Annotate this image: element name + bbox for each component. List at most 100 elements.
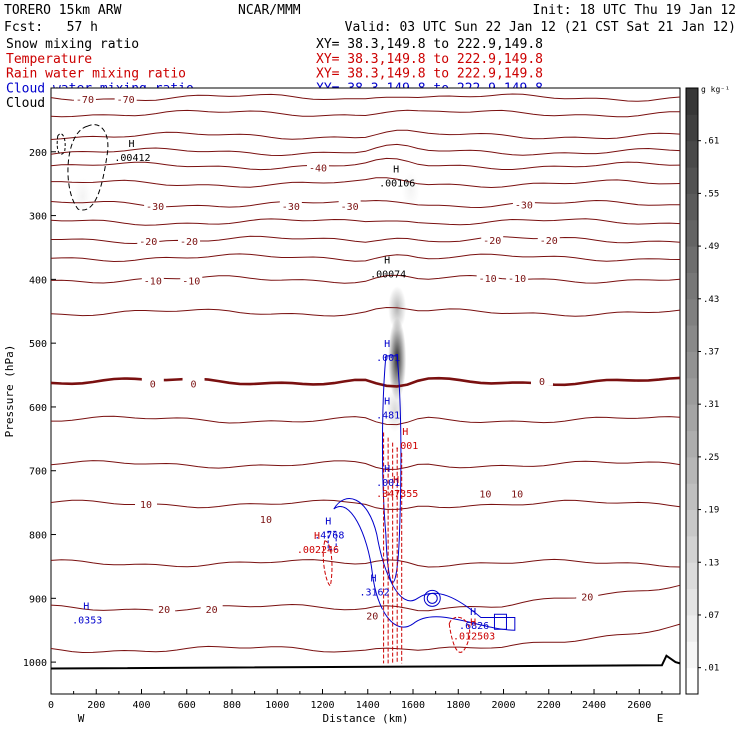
colorbar-bin-3 (686, 588, 698, 616)
max-label-4: .481 (376, 411, 400, 422)
temp-label-bg-18 (135, 497, 158, 509)
max-marker-4: H (384, 397, 390, 408)
cloud-water-box (493, 613, 507, 630)
colorbar-label-3: .19 (703, 506, 719, 516)
isotherm-m70 (50, 93, 681, 102)
center-label: NCAR/MMM (238, 3, 301, 18)
x-tick-label-8: 1600 (401, 700, 425, 711)
max-marker-0: H (128, 139, 134, 150)
isotherm-m50 (50, 129, 681, 140)
isotherm-m25 (50, 218, 681, 226)
temp-label-1: -70 (117, 95, 135, 106)
temp-label-bg-14 (506, 272, 529, 284)
colorbar-bin-17 (686, 219, 698, 247)
legend-entry-0: Snow mixing ratio (6, 37, 139, 52)
max-label-2: .00074 (370, 270, 406, 281)
model-title: TORERO 15km ARW (4, 3, 122, 18)
colorbar-label-4: .25 (703, 453, 719, 463)
temp-label-17: 0 (539, 377, 545, 388)
temp-label-15: 0 (150, 379, 156, 390)
max-marker-5: H (402, 427, 408, 438)
temp-label-2: -40 (309, 164, 327, 175)
max-marker-13: H (470, 617, 476, 628)
max-marker-12: H (470, 607, 476, 618)
max-label-0: .00412 (114, 153, 150, 164)
colorbar-bin-2 (686, 614, 698, 642)
y-tick-label-7: 900 (29, 594, 47, 605)
temp-label-21: 10 (511, 490, 523, 501)
colorbar-bin-11 (686, 377, 698, 405)
y-tick-label-0: 200 (29, 148, 47, 159)
x-tick-label-3: 600 (178, 700, 196, 711)
x-tick-label-13: 2600 (627, 700, 651, 711)
temp-label-4: -30 (282, 202, 300, 213)
max-label-6: .001 (376, 478, 400, 489)
max-marker-1: H (393, 164, 399, 175)
x-tick-label-6: 1200 (310, 700, 334, 711)
colorbar-label-10: .61 (703, 137, 719, 147)
isotherm-p10 (50, 460, 681, 471)
isotherm-m35 (51, 177, 681, 189)
y-tick-label-5: 700 (29, 467, 47, 478)
valid-time: Valid: 03 UTC Sun 22 Jan 12 (21 CST Sat … (345, 20, 736, 35)
temp-label-bg-20 (474, 487, 497, 499)
max-marker-2: H (384, 256, 390, 267)
temp-label-13: -10 (479, 274, 497, 285)
temp-label-bg-21 (506, 487, 529, 499)
x-tick-label-11: 2200 (537, 700, 561, 711)
init-label: Init: 18 UTC Thu 19 Jan 12 (533, 3, 737, 18)
temp-label-bg-25 (576, 590, 599, 602)
y-tick-label-6: 800 (29, 531, 47, 542)
max-label-10: .3162 (359, 587, 389, 598)
colorbar-bin-16 (686, 246, 698, 273)
temp-label-bg-0 (73, 92, 96, 104)
snow-shade-3 (73, 177, 92, 216)
maxima-labels: H.00412H.00106H.00074H.001H.481H.001H.00… (72, 139, 495, 642)
isotherm-m45 (50, 143, 681, 157)
cloud-water-lower (333, 498, 516, 631)
max-marker-7: H (393, 475, 399, 486)
temp-label-bg-17 (530, 374, 553, 386)
colorbar-bin-6 (686, 509, 698, 537)
forecast-hour: Fcst: 57 h (4, 20, 98, 35)
temp-label-6: -30 (515, 201, 533, 212)
axes: 0 200 400 600 800 1000 1200 1400 1600 1800 2000 220… (3, 148, 663, 725)
colorbar-bin-22 (686, 88, 698, 115)
plot-frame (50, 87, 681, 695)
colorbar-label-0: .01 (703, 664, 719, 674)
colorbar-bin-21 (686, 114, 698, 142)
max-marker-3: H (384, 339, 390, 350)
temp-label-bg-22 (153, 603, 176, 615)
x-tick-label-12: 2400 (582, 700, 606, 711)
max-marker-9: H (314, 531, 320, 542)
y-tick-label-4: 600 (29, 403, 47, 414)
max-marker-8: H (325, 517, 331, 528)
legend-xy-0: XY= 38.3,149.8 to 222.9,149.8 (316, 37, 543, 52)
max-label-8: .4768 (314, 531, 344, 542)
colorbar: .01 .07 .13 .19 .25 .31 .37 .43 .49 .55 .61 g kg⁻¹ (685, 85, 730, 695)
x-axis-label: Distance (km) (322, 712, 408, 725)
temp-label-bg-2 (306, 161, 329, 173)
max-marker-11: H (83, 601, 89, 612)
colorbar-label-7: .43 (703, 295, 719, 305)
hydrometeor-contours (50, 124, 681, 670)
temp-label-bg-5 (338, 200, 361, 212)
max-label-11: .0353 (72, 615, 102, 626)
x-tick-label-9: 1800 (446, 700, 470, 711)
temp-label-0: -70 (76, 95, 94, 106)
max-label-12: .6826 (459, 621, 489, 632)
temp-label-bg-10 (537, 233, 560, 245)
cloud-water-small (327, 530, 337, 550)
temp-label-22: 20 (158, 605, 170, 616)
legend-entry-2: Rain water mixing ratio (6, 67, 186, 82)
isotherm-p30 (50, 623, 681, 654)
temp-label-9: -20 (483, 236, 501, 247)
terrain-line (50, 654, 681, 670)
temp-label-12: -10 (182, 277, 200, 288)
temp-label-bg-6 (512, 198, 535, 210)
isotherm-m5 (50, 306, 681, 317)
cloud-water-column (381, 355, 402, 583)
cloud-ice-west-small (56, 133, 66, 155)
isotherm-p20 (50, 558, 681, 568)
